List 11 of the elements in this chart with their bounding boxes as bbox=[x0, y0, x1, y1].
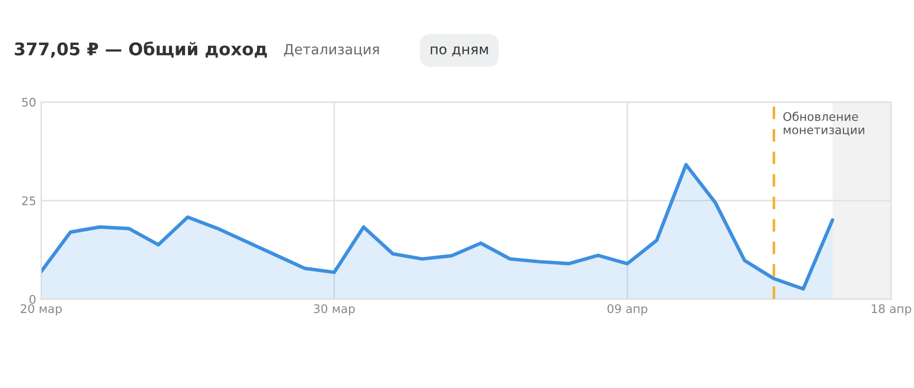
y-tick-label: 50 bbox=[22, 98, 36, 107]
x-tick-label: 20 мар bbox=[20, 304, 62, 316]
x-tick-label: 18 апр bbox=[872, 304, 912, 316]
ref-line-label: Обновление монетизации bbox=[783, 112, 864, 136]
text: по дням bbox=[430, 46, 488, 56]
x-tick-label: 09 апр bbox=[608, 304, 648, 316]
y-tick-label: 25 bbox=[22, 196, 36, 206]
x-tick-label: 30 мар bbox=[314, 304, 355, 316]
chart-title: 377,05 ₽ — Общий доход bbox=[14, 41, 267, 58]
text: Детализация bbox=[284, 44, 379, 56]
y-tick-label: 0 bbox=[30, 294, 36, 304]
